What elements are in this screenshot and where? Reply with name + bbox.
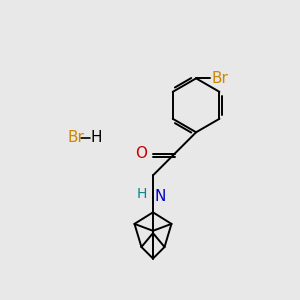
Text: O: O [135,146,147,161]
Text: Br: Br [68,130,84,145]
Text: H: H [91,130,102,145]
Text: H: H [136,187,147,201]
Text: Br: Br [212,71,228,86]
Text: N: N [154,189,166,204]
